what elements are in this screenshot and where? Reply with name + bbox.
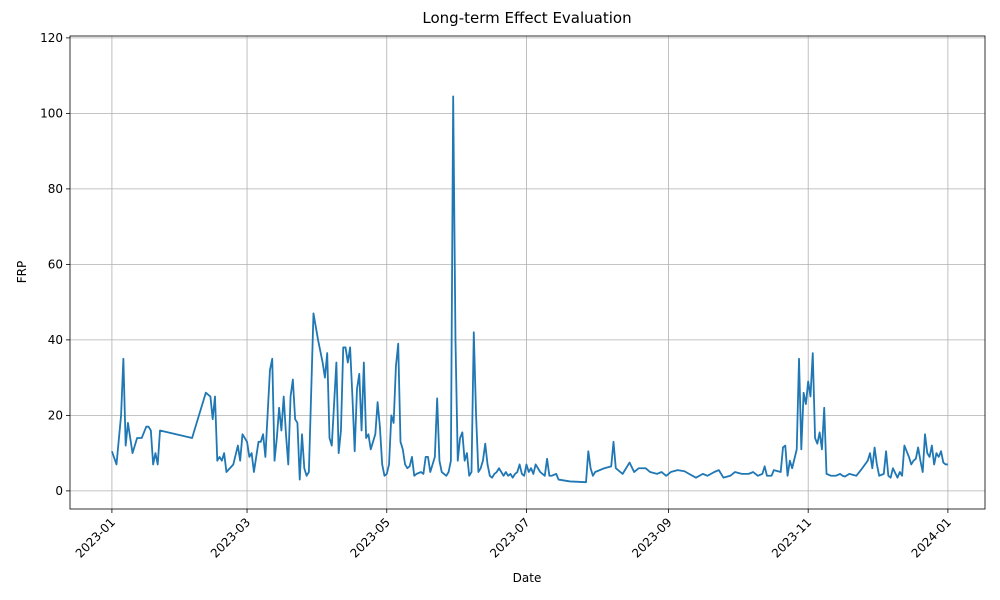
y-tick-label: 20 (48, 408, 63, 422)
x-tick-label: 2023-01 (73, 515, 118, 560)
plot-frame (69, 35, 986, 510)
x-tick-label: 2023-07 (487, 515, 532, 560)
y-tick-label: 80 (48, 182, 63, 196)
chart-title: Long-term Effect Evaluation (422, 9, 631, 27)
y-tick-label: 100 (40, 106, 63, 120)
x-tick-label: 2023-03 (208, 515, 253, 560)
y-tick-label: 120 (40, 31, 63, 45)
x-tick-label: 2024-01 (909, 515, 954, 560)
y-axis-label: FRP (15, 261, 29, 283)
y-tick-label: 60 (48, 257, 63, 271)
y-tick-label: 40 (48, 333, 63, 347)
x-tick-label: 2023-11 (769, 515, 814, 560)
data-line (111, 95, 948, 484)
x-axis-label: Date (513, 571, 542, 585)
x-tick-label: 2023-05 (348, 515, 393, 560)
y-tick-label: 0 (55, 484, 63, 498)
x-tick-label: 2023-09 (629, 515, 674, 560)
